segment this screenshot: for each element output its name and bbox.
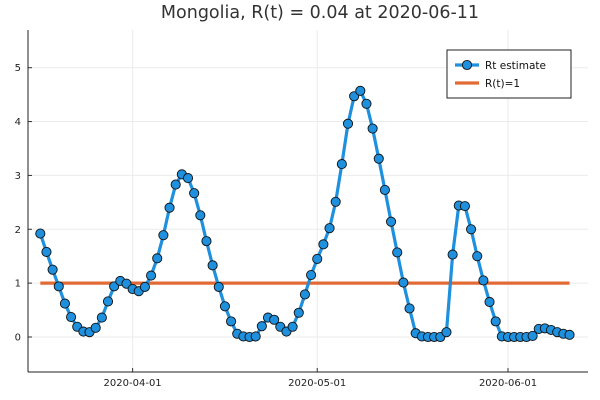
data-point-67 bbox=[447, 249, 458, 260]
data-point-28 bbox=[207, 260, 218, 271]
data-point-4 bbox=[59, 298, 70, 309]
y-tick-label-2: 2 bbox=[15, 225, 21, 236]
data-point-26 bbox=[195, 210, 206, 221]
data-point-31 bbox=[226, 316, 237, 327]
y-tick-label-4: 4 bbox=[15, 117, 21, 128]
data-point-42 bbox=[293, 307, 304, 318]
data-point-49 bbox=[336, 159, 347, 170]
legend-box bbox=[446, 49, 572, 99]
data-point-69 bbox=[459, 201, 470, 212]
data-point-41 bbox=[287, 321, 298, 332]
x-tick-label-0: 2020-04-01 bbox=[104, 378, 162, 389]
tick-labels: 2020-04-01 2020-05-01 2020-06-01 0 1 2 3 4 5 bbox=[15, 63, 537, 389]
data-point-54 bbox=[367, 123, 378, 134]
y-tick-label-5: 5 bbox=[15, 63, 21, 74]
data-point-60 bbox=[404, 303, 415, 314]
data-point-21 bbox=[164, 202, 175, 213]
data-point-11 bbox=[102, 296, 114, 307]
data-point-46 bbox=[318, 239, 329, 250]
data-point-17 bbox=[139, 281, 150, 292]
data-point-57 bbox=[386, 216, 397, 227]
data-point-35 bbox=[250, 331, 261, 342]
data-point-19 bbox=[152, 253, 163, 264]
data-point-3 bbox=[53, 281, 64, 292]
data-point-1 bbox=[41, 246, 52, 257]
legend-label-rt-estimate: Rt estimate bbox=[485, 60, 546, 72]
axes bbox=[27, 30, 588, 373]
x-tick-label-2: 2020-06-01 bbox=[479, 378, 537, 389]
y-tick-label-0: 0 bbox=[15, 332, 21, 343]
data-point-45 bbox=[312, 253, 323, 264]
data-point-72 bbox=[478, 275, 489, 286]
data-point-29 bbox=[213, 281, 224, 292]
data-point-74 bbox=[490, 316, 501, 327]
data-point-22 bbox=[170, 179, 181, 190]
data-point-53 bbox=[361, 98, 372, 109]
data-point-0 bbox=[35, 228, 46, 239]
data-point-58 bbox=[392, 247, 403, 258]
data-point-86 bbox=[564, 329, 575, 340]
data-point-70 bbox=[466, 224, 477, 235]
data-point-2 bbox=[47, 264, 58, 275]
y-tick-label-1: 1 bbox=[15, 279, 21, 290]
data-point-71 bbox=[472, 251, 483, 262]
data-point-52 bbox=[355, 85, 366, 96]
legend: Rt estimate R(t)=1 bbox=[446, 49, 572, 99]
data-point-30 bbox=[219, 301, 230, 312]
data-point-36 bbox=[256, 321, 267, 332]
y-tick-label-3: 3 bbox=[15, 171, 21, 182]
data-point-48 bbox=[330, 196, 341, 207]
data-point-27 bbox=[201, 236, 212, 247]
data-point-24 bbox=[182, 173, 194, 184]
data-point-38 bbox=[269, 314, 280, 325]
data-point-5 bbox=[66, 312, 77, 323]
legend-label-reference: R(t)=1 bbox=[485, 78, 520, 90]
data-point-47 bbox=[324, 223, 335, 234]
data-point-25 bbox=[189, 188, 200, 199]
data-point-55 bbox=[373, 153, 384, 164]
data-point-44 bbox=[306, 270, 317, 281]
data-point-18 bbox=[146, 270, 157, 281]
data-point-56 bbox=[379, 184, 390, 196]
data-point-59 bbox=[398, 277, 409, 288]
data-point-20 bbox=[158, 230, 169, 241]
data-point-50 bbox=[342, 118, 354, 129]
chart-title: Mongolia, R(t) = 0.04 at 2020-06-11 bbox=[161, 3, 479, 23]
data-point-80 bbox=[527, 330, 538, 341]
x-tick-label-1: 2020-05-01 bbox=[288, 378, 346, 389]
data-point-66 bbox=[441, 327, 452, 338]
data-point-73 bbox=[484, 296, 495, 308]
legend-marker-rt-estimate bbox=[461, 59, 473, 71]
data-point-43 bbox=[299, 289, 310, 300]
data-point-9 bbox=[90, 322, 101, 333]
series-layer bbox=[35, 85, 575, 343]
data-point-10 bbox=[96, 312, 107, 323]
